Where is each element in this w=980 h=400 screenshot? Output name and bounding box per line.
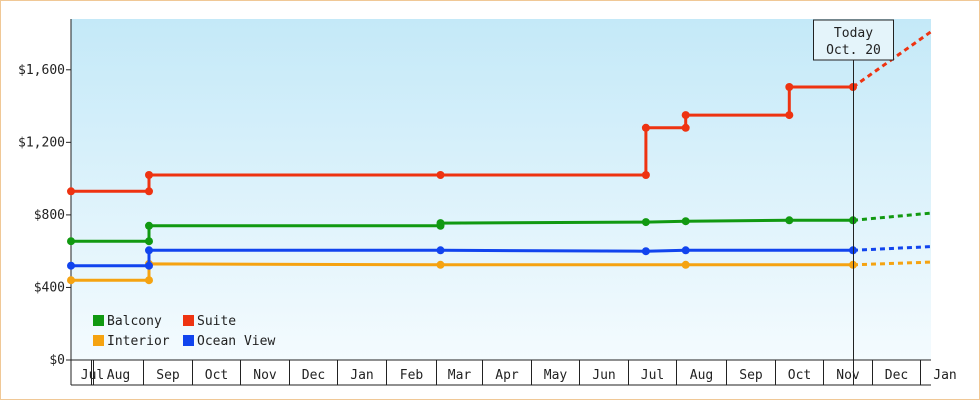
x-month-label: Dec xyxy=(302,368,325,383)
data-point-interior xyxy=(436,260,445,269)
x-month-label: Feb xyxy=(400,368,424,383)
data-point-ocean-view xyxy=(67,261,75,270)
y-tick-label: $1,600 xyxy=(18,63,65,78)
x-month-label: Apr xyxy=(495,368,519,383)
data-point-suite xyxy=(785,111,794,120)
forecast-line-interior xyxy=(852,260,932,267)
x-month-label: Dec xyxy=(885,368,908,383)
y-tick-label: $1,200 xyxy=(18,135,65,150)
legend-label-interior: Interior xyxy=(107,334,170,349)
today-marker: Today Oct. 20 xyxy=(813,19,894,385)
legend-label-balcony: Balcony xyxy=(107,314,162,329)
data-point-ocean-view xyxy=(641,247,650,256)
data-point-balcony xyxy=(641,218,650,227)
forecast-line-balcony xyxy=(852,211,932,222)
data-point-balcony xyxy=(145,221,153,230)
x-month-label: Nov xyxy=(253,368,277,383)
legend-swatch-balcony xyxy=(93,315,104,326)
x-month-label: Jan xyxy=(350,368,373,383)
data-point-balcony xyxy=(436,219,445,228)
data-point-ocean-view xyxy=(145,246,153,255)
series-line-interior xyxy=(71,262,853,282)
y-tick-label: $800 xyxy=(34,208,65,223)
today-label-box xyxy=(813,19,894,61)
x-month-label: Oct xyxy=(788,368,811,383)
x-month-label: Mar xyxy=(448,368,472,383)
x-month-label: Sep xyxy=(739,368,763,383)
data-point-suite xyxy=(67,187,75,196)
today-date: Oct. 20 xyxy=(826,43,881,58)
data-point-interior xyxy=(681,260,690,269)
x-month-label: Aug xyxy=(107,368,130,383)
data-point-ocean-view xyxy=(436,246,445,255)
x-month-label: Nov xyxy=(836,368,860,383)
legend-label-suite: Suite xyxy=(197,314,236,329)
plot-area xyxy=(71,19,931,360)
x-axis: Jul Aug Sep Oct Nov Dec Jan Feb Mar Apr May Jun Jul A… xyxy=(71,359,957,386)
data-point-suite xyxy=(145,187,153,196)
data-point-suite xyxy=(641,171,650,179)
data-point-balcony xyxy=(681,217,690,226)
data-point-suite xyxy=(436,171,445,179)
legend-swatch-interior xyxy=(93,335,104,346)
chart-legend: Balcony Suite Interior Ocean View xyxy=(93,314,275,349)
today-label: Today xyxy=(834,26,873,41)
x-month-label: Sep xyxy=(156,368,180,383)
legend-swatch-suite xyxy=(183,315,194,326)
y-tick-label: $400 xyxy=(34,280,65,295)
x-month-label: Jan xyxy=(933,368,956,383)
data-point-interior xyxy=(67,276,75,285)
forecast-line-ocean-view xyxy=(852,245,932,252)
data-point-ocean-view xyxy=(681,246,690,255)
x-month-label: May xyxy=(544,368,568,383)
x-month-label: Jun xyxy=(592,368,615,383)
x-month-label: Jul xyxy=(81,368,104,383)
legend-label-ocean-view: Ocean View xyxy=(197,334,275,349)
legend-swatch-ocean-view xyxy=(183,335,194,346)
data-point-suite xyxy=(681,123,690,132)
data-point-ocean-view xyxy=(145,261,153,270)
x-month-label: Jul xyxy=(641,368,664,383)
data-point-suite xyxy=(785,83,794,91)
x-month-label: Oct xyxy=(205,368,228,383)
y-tick-label: $0 xyxy=(49,353,65,368)
data-point-suite xyxy=(681,111,690,120)
data-point-balcony xyxy=(145,237,153,246)
y-axis: $0 $400 $800 $1,200 $1,600 xyxy=(18,19,72,385)
data-point-suite xyxy=(641,123,650,132)
x-month-label: Aug xyxy=(690,368,713,383)
data-point-interior xyxy=(145,276,153,285)
data-point-suite xyxy=(145,171,153,179)
data-point-balcony xyxy=(785,216,794,225)
data-point-balcony xyxy=(67,237,75,246)
series-lines xyxy=(67,30,932,285)
